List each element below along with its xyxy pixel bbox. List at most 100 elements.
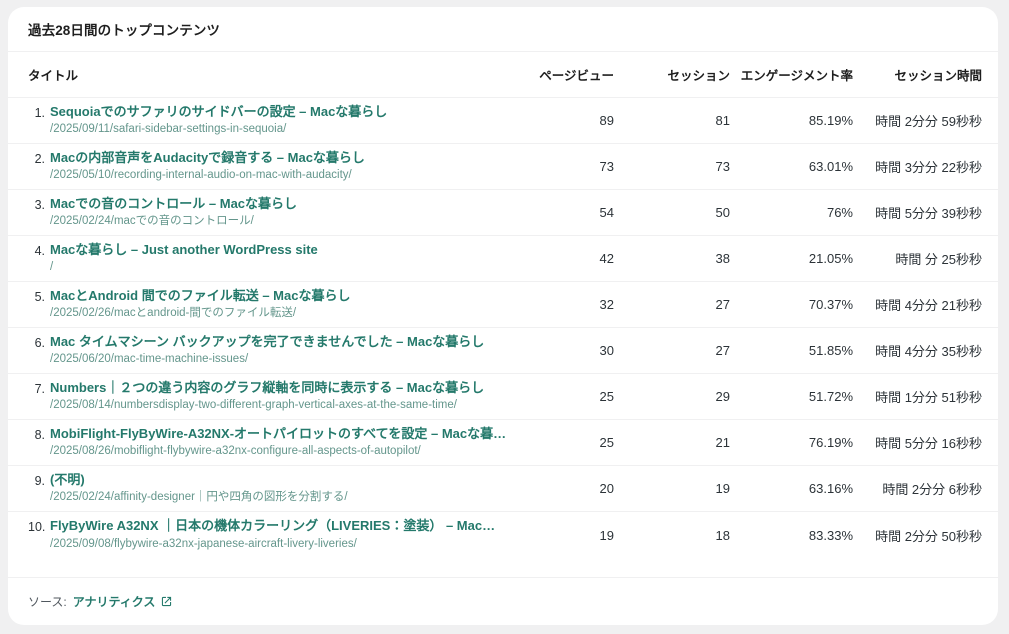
engagement-value: 70.37% xyxy=(808,297,853,312)
row-rank: 3. xyxy=(34,197,45,212)
post-url[interactable]: /2025/08/26/mobiflight-flybywire-a32nx-c… xyxy=(50,445,421,458)
post-title[interactable]: FlyByWire A32NX ｜日本の機体カラーリング（LIVERIES：塗装… xyxy=(50,518,508,534)
column-header-engagement: エンゲージメント率 xyxy=(740,69,853,83)
post-url[interactable]: /2025/05/10/recording-internal-audio-on-… xyxy=(50,169,352,182)
post-title-link[interactable]: Numbers｜２つの違う内容のグラフ縦軸を同時に表示する – Macな暮らし … xyxy=(50,380,484,413)
session-time-value: 時間 1分分 51秒秒 xyxy=(875,390,982,405)
table-row: 6. Mac タイムマシーン バックアップを完了できませんでした – Macな暮… xyxy=(8,328,998,374)
post-url[interactable]: /2025/02/24/macでの音のコントロール/ xyxy=(50,215,254,228)
table-row: 9. (不明) /2025/02/24/affinity-designer｜円や… xyxy=(8,466,998,512)
table-row: 7. Numbers｜２つの違う内容のグラフ縦軸を同時に表示する – Macな暮… xyxy=(8,374,998,420)
row-rank: 7. xyxy=(34,381,45,396)
post-url[interactable]: /2025/08/14/numbersdisplay-two-different… xyxy=(50,399,457,412)
post-title[interactable]: MobiFlight-FlyByWire-A32NX-オートパイロットのすべてを… xyxy=(50,425,508,441)
engagement-value: 51.85% xyxy=(808,343,853,358)
session-time-value: 時間 分 25秒秒 xyxy=(895,252,982,267)
post-title-link[interactable]: MacとAndroid 間でのファイル転送 – Macな暮らし /2025/02… xyxy=(50,288,350,321)
table-body: 1. Sequoiaでのサファリのサイドバーの設定 – Macな暮らし /202… xyxy=(8,98,998,558)
post-title-link[interactable]: MobiFlight-FlyByWire-A32NX-オートパイロットのすべてを… xyxy=(50,426,508,459)
post-title[interactable]: Sequoiaでのサファリのサイドバーの設定 – Macな暮らし xyxy=(50,103,388,119)
analytics-source-link[interactable]: アナリティクス xyxy=(73,593,174,610)
row-rank: 1. xyxy=(34,105,45,120)
pageviews-value: 89 xyxy=(599,113,614,128)
post-url[interactable]: /2025/02/26/macとandroid-間でのファイル転送/ xyxy=(50,307,297,320)
table-row: 4. Macな暮らし – Just another WordPress site… xyxy=(8,236,998,282)
sessions-value: 50 xyxy=(715,205,730,220)
post-title-link[interactable]: Mac タイムマシーン バックアップを完了できませんでした – Macな暮らし … xyxy=(50,334,484,367)
card-header: 過去28日間のトップコンテンツ xyxy=(8,7,998,52)
sessions-value: 21 xyxy=(715,435,730,450)
table-header-row: タイトル ページビュー セッション エンゲージメント率 セッション時間 xyxy=(8,52,998,98)
post-title-link[interactable]: Macでの音のコントロール – Macな暮らし /2025/02/24/macで… xyxy=(50,196,297,229)
post-title[interactable]: Numbers｜２つの違う内容のグラフ縦軸を同時に表示する – Macな暮らし xyxy=(50,379,485,395)
session-time-value: 時間 2分分 59秒秒 xyxy=(875,114,982,129)
row-rank: 4. xyxy=(34,243,45,258)
session-time-value: 時間 4分分 21秒秒 xyxy=(875,298,982,313)
card-footer: ソース: アナリティクス xyxy=(8,577,998,625)
sessions-value: 38 xyxy=(715,251,730,266)
engagement-value: 76.19% xyxy=(808,435,853,450)
post-title-link[interactable]: Macの内部音声をAudacityで録音する – Macな暮らし /2025/0… xyxy=(50,150,365,183)
table-row: 1. Sequoiaでのサファリのサイドバーの設定 – Macな暮らし /202… xyxy=(8,98,998,144)
pageviews-value: 25 xyxy=(599,435,614,450)
column-header-pageviews: ページビュー xyxy=(539,69,614,83)
engagement-value: 63.16% xyxy=(808,481,853,496)
external-link-icon xyxy=(162,596,172,607)
engagement-value: 63.01% xyxy=(808,159,853,174)
table-row: 10. FlyByWire A32NX ｜日本の機体カラーリング（LIVERIE… xyxy=(8,512,998,558)
pageviews-value: 19 xyxy=(599,527,614,543)
sessions-value: 18 xyxy=(715,527,730,543)
row-rank: 10. xyxy=(28,520,46,535)
post-title-link[interactable]: (不明) /2025/02/24/affinity-designer｜円や四角の… xyxy=(50,472,348,505)
post-title[interactable]: Macでの音のコントロール – Macな暮らし xyxy=(50,195,298,211)
row-rank: 6. xyxy=(34,335,45,350)
table-row: 5. MacとAndroid 間でのファイル転送 – Macな暮らし /2025… xyxy=(8,282,998,328)
sessions-value: 81 xyxy=(715,113,730,128)
post-url[interactable]: / xyxy=(50,261,54,274)
post-url[interactable]: /2025/06/20/mac-time-machine-issues/ xyxy=(50,353,249,366)
session-time-value: 時間 4分分 35秒秒 xyxy=(875,344,982,359)
pageviews-value: 54 xyxy=(599,205,614,220)
engagement-value: 51.72% xyxy=(808,389,853,404)
footer-spacer xyxy=(8,558,998,577)
post-title[interactable]: Macの内部音声をAudacityで録音する – Macな暮らし xyxy=(50,149,365,165)
engagement-value: 76% xyxy=(826,205,853,220)
post-url[interactable]: /2025/09/08/flybywire-a32nx-japanese-air… xyxy=(50,537,357,550)
pageviews-value: 25 xyxy=(599,389,614,404)
sessions-value: 29 xyxy=(715,389,730,404)
post-url[interactable]: /2025/02/24/affinity-designer｜円や四角の図形を分割… xyxy=(50,491,348,504)
session-time-value: 時間 5分分 39秒秒 xyxy=(875,206,982,221)
sessions-value: 27 xyxy=(715,297,730,312)
source-label: ソース: xyxy=(28,595,67,609)
card-title: 過去28日間のトップコンテンツ xyxy=(28,23,221,38)
post-title-link[interactable]: FlyByWire A32NX ｜日本の機体カラーリング（LIVERIES：塗装… xyxy=(50,518,508,551)
engagement-value: 21.05% xyxy=(808,251,853,266)
session-time-value: 時間 2分分 50秒秒 xyxy=(875,528,982,544)
table-row: 8. MobiFlight-FlyByWire-A32NX-オートパイロットのす… xyxy=(8,420,998,466)
session-time-value: 時間 2分分 6秒秒 xyxy=(882,482,982,497)
sessions-value: 19 xyxy=(715,481,730,496)
engagement-value: 83.33% xyxy=(808,527,853,543)
table-row: 2. Macの内部音声をAudacityで録音する – Macな暮らし /202… xyxy=(8,144,998,190)
row-rank: 5. xyxy=(34,289,45,304)
row-rank: 8. xyxy=(34,427,45,442)
pageviews-value: 20 xyxy=(599,481,614,496)
column-header-session-time: セッション時間 xyxy=(894,69,982,83)
pageviews-value: 73 xyxy=(599,159,614,174)
pageviews-value: 42 xyxy=(599,251,614,266)
post-title[interactable]: Mac タイムマシーン バックアップを完了できませんでした – Macな暮らし xyxy=(50,333,485,349)
analytics-link-label[interactable]: アナリティクス xyxy=(72,595,156,609)
pageviews-value: 32 xyxy=(599,297,614,312)
post-title-link[interactable]: Macな暮らし – Just another WordPress site / xyxy=(50,242,318,275)
session-time-value: 時間 5分分 16秒秒 xyxy=(875,436,982,451)
post-title-link[interactable]: Sequoiaでのサファリのサイドバーの設定 – Macな暮らし /2025/0… xyxy=(50,104,387,137)
table-row: 3. Macでの音のコントロール – Macな暮らし /2025/02/24/m… xyxy=(8,190,998,236)
post-url[interactable]: /2025/09/11/safari-sidebar-settings-in-s… xyxy=(50,123,287,136)
sessions-value: 27 xyxy=(715,343,730,358)
engagement-value: 85.19% xyxy=(808,113,853,128)
post-title[interactable]: (不明) xyxy=(50,471,85,487)
top-content-card: 過去28日間のトップコンテンツ タイトル ページビュー セッション エンゲージメ… xyxy=(8,7,998,625)
session-time-value: 時間 3分分 22秒秒 xyxy=(875,160,982,175)
post-title[interactable]: Macな暮らし – Just another WordPress site xyxy=(50,241,318,257)
post-title[interactable]: MacとAndroid 間でのファイル転送 – Macな暮らし xyxy=(50,287,351,303)
